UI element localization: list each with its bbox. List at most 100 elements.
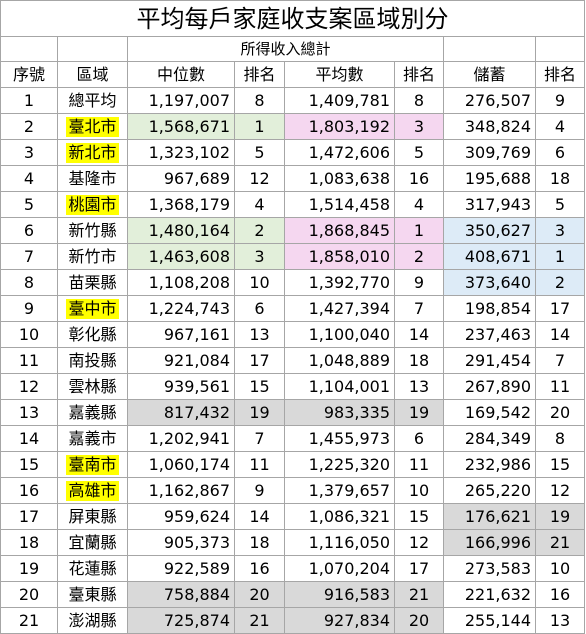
table-row: 15 臺南市 1,060,174 11 1,225,320 11 232,986 15	[0, 451, 585, 478]
cell-savings: 273,583	[443, 555, 536, 582]
region-label: 新北市	[66, 142, 119, 163]
cell-seq: 10	[0, 321, 58, 348]
cell-median: 967,689	[127, 165, 235, 192]
cell-savings: 232,986	[443, 451, 536, 478]
cell-savings: 198,854	[443, 295, 536, 322]
cell-savings-rank: 9	[535, 87, 585, 114]
region-label: 臺北市	[66, 116, 119, 137]
cell-median-rank: 4	[234, 191, 285, 218]
cell-mean: 1,048,889	[284, 347, 395, 374]
table-row: 3 新北市 1,323,102 5 1,472,606 5 309,769 6	[0, 139, 585, 166]
cell-mean-rank: 4	[394, 191, 444, 218]
cell-region: 新竹縣	[57, 217, 128, 244]
table-row: 14 嘉義市 1,202,941 7 1,455,973 6 284,349 8	[0, 425, 585, 452]
cell-median-rank: 6	[234, 295, 285, 322]
cell-mean: 1,868,845	[284, 217, 395, 244]
cell-median: 967,161	[127, 321, 235, 348]
cell-region: 總平均	[57, 87, 128, 114]
cell-region: 桃園市	[57, 191, 128, 218]
cell-median: 922,589	[127, 555, 235, 582]
cell-median-rank: 1	[234, 113, 285, 140]
cell-seq: 6	[0, 217, 58, 244]
cell-mean-rank: 14	[394, 321, 444, 348]
cell-savings: 267,890	[443, 373, 536, 400]
group-header-blank	[443, 36, 536, 62]
cell-median-rank: 20	[234, 581, 285, 608]
cell-mean: 1,392,770	[284, 269, 395, 296]
table-row: 13 嘉義縣 817,432 19 983,335 19 169,542 20	[0, 399, 585, 426]
cell-median: 959,624	[127, 503, 235, 530]
cell-mean: 1,104,001	[284, 373, 395, 400]
cell-median-rank: 18	[234, 529, 285, 556]
cell-region: 基隆市	[57, 165, 128, 192]
cell-median-rank: 14	[234, 503, 285, 530]
table-title: 平均每戶家庭收支案區域別分	[0, 0, 585, 37]
cell-mean-rank: 12	[394, 529, 444, 556]
cell-median: 1,162,867	[127, 477, 235, 504]
cell-seq: 12	[0, 373, 58, 400]
cell-median-rank: 15	[234, 373, 285, 400]
cell-savings-rank: 5	[535, 191, 585, 218]
cell-savings-rank: 10	[535, 555, 585, 582]
cell-region: 高雄市	[57, 477, 128, 504]
cell-seq: 16	[0, 477, 58, 504]
cell-savings-rank: 6	[535, 139, 585, 166]
cell-mean: 1,083,638	[284, 165, 395, 192]
cell-mean: 1,225,320	[284, 451, 395, 478]
cell-savings-rank: 7	[535, 347, 585, 374]
cell-mean-rank: 3	[394, 113, 444, 140]
cell-mean: 927,834	[284, 607, 395, 634]
cell-region: 臺北市	[57, 113, 128, 140]
cell-seq: 2	[0, 113, 58, 140]
cell-savings-rank: 2	[535, 269, 585, 296]
header-savings-rank: 排名	[535, 61, 585, 88]
cell-seq: 1	[0, 87, 58, 114]
group-header-blank	[0, 36, 58, 62]
table-row: 11 南投縣 921,084 17 1,048,889 18 291,454 7	[0, 347, 585, 374]
cell-savings-rank: 8	[535, 425, 585, 452]
cell-savings-rank: 11	[535, 373, 585, 400]
cell-mean: 1,070,204	[284, 555, 395, 582]
cell-savings: 309,769	[443, 139, 536, 166]
cell-savings-rank: 13	[535, 607, 585, 634]
cell-region: 臺南市	[57, 451, 128, 478]
cell-savings: 255,144	[443, 607, 536, 634]
cell-median: 1,108,208	[127, 269, 235, 296]
title-row: 平均每戶家庭收支案區域別分	[0, 0, 585, 37]
cell-median-rank: 7	[234, 425, 285, 452]
cell-savings-rank: 12	[535, 477, 585, 504]
region-label: 臺南市	[66, 454, 119, 475]
cell-savings: 169,542	[443, 399, 536, 426]
cell-mean-rank: 2	[394, 243, 444, 270]
cell-seq: 7	[0, 243, 58, 270]
cell-savings: 317,943	[443, 191, 536, 218]
cell-seq: 21	[0, 607, 58, 634]
cell-savings: 221,632	[443, 581, 536, 608]
table-row: 18 宜蘭縣 905,373 18 1,116,050 12 166,996 21	[0, 529, 585, 556]
cell-mean: 1,100,040	[284, 321, 395, 348]
cell-region: 花蓮縣	[57, 555, 128, 582]
cell-region: 苗栗縣	[57, 269, 128, 296]
cell-mean-rank: 13	[394, 373, 444, 400]
cell-median: 921,084	[127, 347, 235, 374]
cell-median: 725,874	[127, 607, 235, 634]
cell-seq: 4	[0, 165, 58, 192]
cell-median: 1,368,179	[127, 191, 235, 218]
cell-median: 905,373	[127, 529, 235, 556]
cell-seq: 15	[0, 451, 58, 478]
cell-median: 1,568,671	[127, 113, 235, 140]
cell-mean-rank: 20	[394, 607, 444, 634]
cell-region: 南投縣	[57, 347, 128, 374]
cell-seq: 13	[0, 399, 58, 426]
cell-savings: 408,671	[443, 243, 536, 270]
cell-region: 臺中市	[57, 295, 128, 322]
cell-mean: 1,472,606	[284, 139, 395, 166]
cell-savings: 195,688	[443, 165, 536, 192]
cell-region: 新北市	[57, 139, 128, 166]
cell-median-rank: 19	[234, 399, 285, 426]
table-row: 17 屏東縣 959,624 14 1,086,321 15 176,621 19	[0, 503, 585, 530]
cell-savings-rank: 20	[535, 399, 585, 426]
cell-region: 彰化縣	[57, 321, 128, 348]
region-label: 高雄市	[66, 480, 119, 501]
cell-median-rank: 12	[234, 165, 285, 192]
